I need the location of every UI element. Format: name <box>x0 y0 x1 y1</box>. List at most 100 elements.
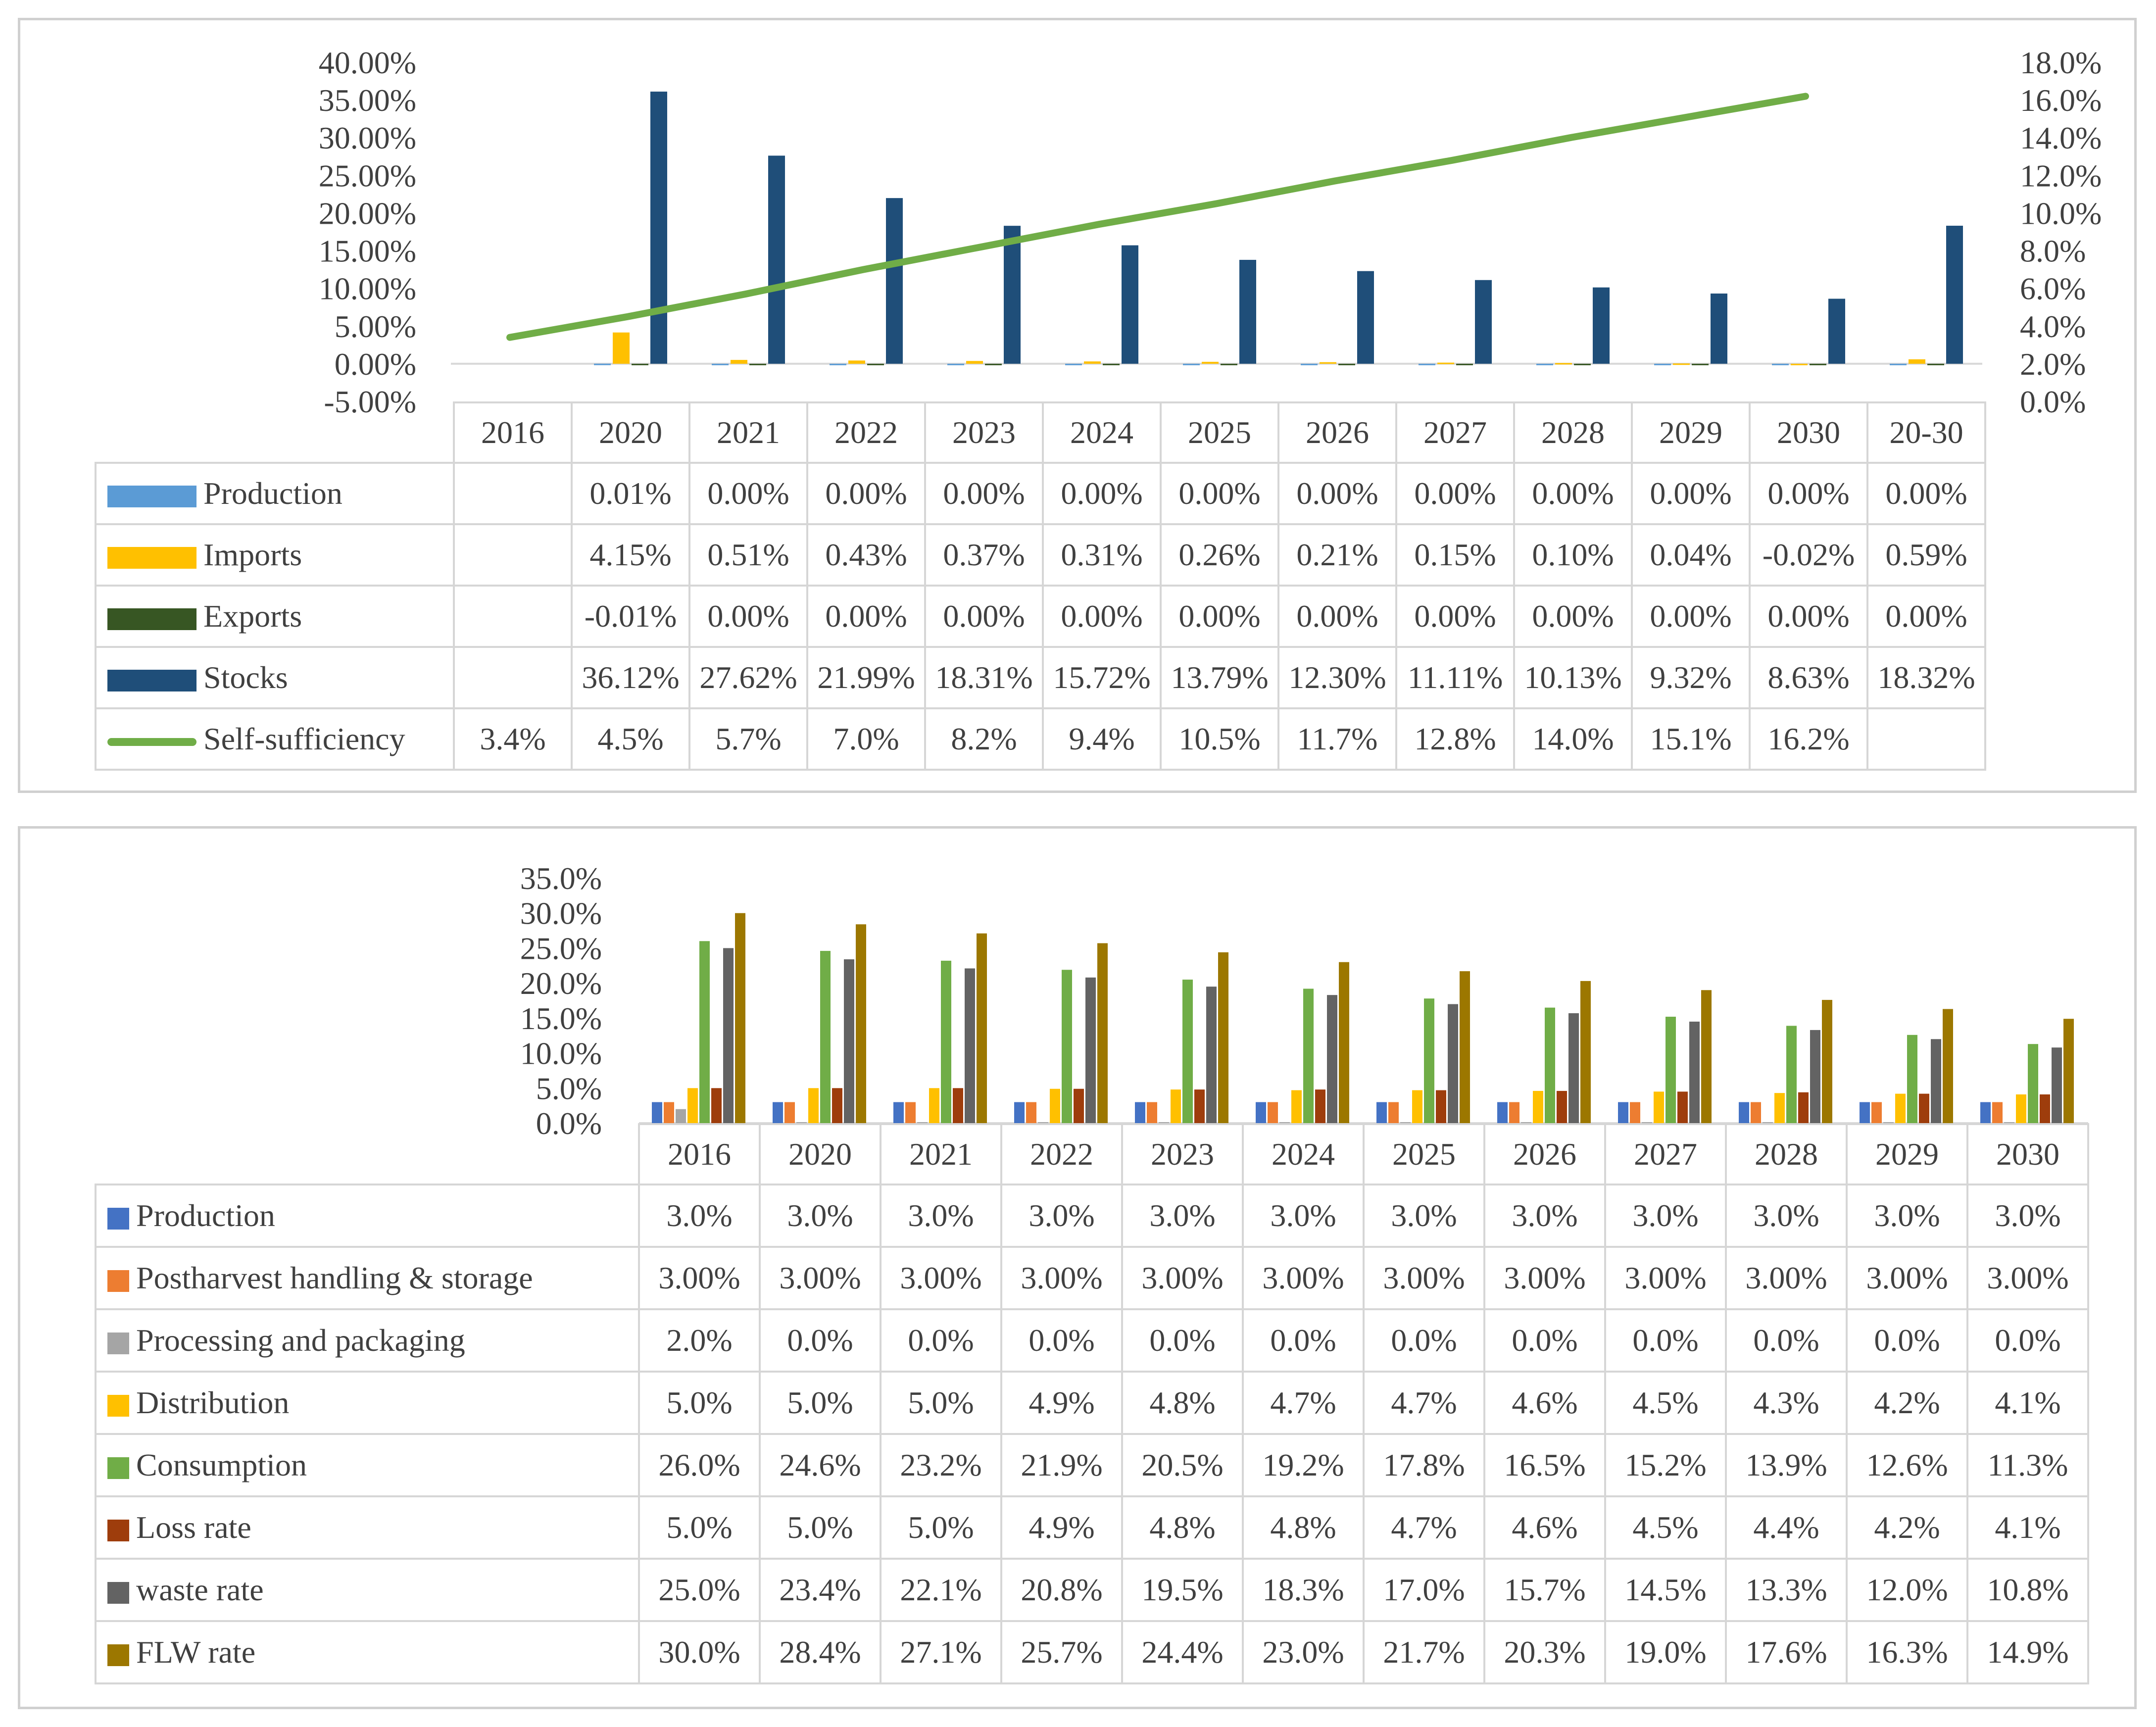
left-axis-tick-label: 15.0% <box>520 1001 602 1036</box>
legend-label: Exports <box>203 598 302 634</box>
data-label: 4.8% <box>1242 1495 1365 1560</box>
data-label: 0.21% <box>1277 523 1397 587</box>
data-label: 3.0% <box>1725 1184 1848 1248</box>
data-label <box>453 523 573 587</box>
bar-flw-rate <box>1460 971 1470 1123</box>
left-axis-tick-label: 25.0% <box>520 931 602 966</box>
legend-label: Processing and packaging <box>136 1323 465 1358</box>
legend-key <box>107 670 196 692</box>
left-axis-tick-label: 30.00% <box>319 120 416 155</box>
data-label: 13.3% <box>1725 1558 1848 1622</box>
bar-production <box>1890 363 1907 365</box>
bar-production <box>1739 1102 1749 1123</box>
data-label: 4.9% <box>1000 1495 1123 1560</box>
bar-production <box>1980 1102 1991 1123</box>
data-label: 4.7% <box>1363 1371 1485 1435</box>
data-label: 21.99% <box>806 646 926 709</box>
bar-production <box>1860 1102 1870 1123</box>
data-label: 0.0% <box>1000 1308 1123 1373</box>
data-label: 10.8% <box>1966 1558 2089 1622</box>
data-label: 10.13% <box>1513 646 1633 709</box>
column-header: 2022 <box>1000 1123 1123 1185</box>
data-label: 25.0% <box>638 1558 761 1622</box>
bar-waste-rate <box>844 959 854 1123</box>
bar-exports <box>749 363 766 365</box>
bar-stocks <box>650 92 667 364</box>
left-axis-tick-label: 25.00% <box>319 158 416 193</box>
data-label: 20.3% <box>1483 1620 1606 1684</box>
bar-production <box>1654 363 1671 365</box>
data-label: 0.00% <box>1749 462 1868 525</box>
data-label: 4.3% <box>1725 1371 1848 1435</box>
bar-loss-rate <box>1798 1092 1809 1123</box>
bar-flw-rate <box>735 913 745 1123</box>
column-header: 2027 <box>1395 401 1515 464</box>
data-label: 4.4% <box>1725 1495 1848 1560</box>
data-label: 13.9% <box>1725 1433 1848 1497</box>
data-label: 21.9% <box>1000 1433 1123 1497</box>
column-header: 2028 <box>1725 1123 1848 1185</box>
bar-loss-rate <box>832 1088 842 1123</box>
table-row: Production 0.01% 0.00% 0.00% 0.00% 0.00% 0.00%… <box>95 462 1986 525</box>
bar-production <box>1536 363 1553 365</box>
bar-flw-rate <box>2063 1019 2074 1123</box>
data-label: 0.00% <box>1631 585 1751 648</box>
data-label: 27.62% <box>688 646 808 709</box>
bar-waste-rate <box>1085 977 1096 1123</box>
bar-distribution <box>2016 1094 2026 1123</box>
data-label: 21.7% <box>1363 1620 1485 1684</box>
bar-distribution <box>1291 1090 1302 1123</box>
data-label: 3.00% <box>1363 1246 1485 1310</box>
right-axis-tick-label: 18.0% <box>2020 45 2102 80</box>
bar-exports <box>1103 363 1120 365</box>
bar-postharvest-handling-storage <box>1388 1102 1399 1123</box>
data-label: 0.00% <box>1866 462 1986 525</box>
bottom-chart-data-table: 2016 2020 2021 2022 2023 2024 2025 2026 2027 2028… <box>95 1123 2089 1684</box>
column-header: 2021 <box>880 1123 1002 1185</box>
data-label: 0.0% <box>1725 1308 1848 1373</box>
bar-loss-rate <box>1194 1089 1205 1123</box>
data-label: 7.0% <box>806 707 926 771</box>
bar-exports <box>1338 363 1355 365</box>
legend-key <box>107 1332 129 1355</box>
table-corner <box>96 1124 640 1185</box>
bar-imports <box>966 361 983 364</box>
bar-flw-rate <box>1097 943 1108 1123</box>
right-axis-tick-label: 16.0% <box>2020 83 2102 118</box>
bar-production <box>1419 363 1435 365</box>
column-header: 20-30 <box>1866 401 1986 464</box>
bar-stocks <box>1593 287 1610 364</box>
data-label: 26.0% <box>638 1433 761 1497</box>
data-label: 0.0% <box>1604 1308 1727 1373</box>
data-label: 3.0% <box>1121 1184 1244 1248</box>
data-label: 20.8% <box>1000 1558 1123 1622</box>
legend-label: FLW rate <box>136 1634 256 1670</box>
data-label: 22.1% <box>880 1558 1002 1622</box>
bar-flw-rate <box>1943 1009 1953 1123</box>
bar-production <box>893 1102 904 1123</box>
legend-key <box>107 1520 129 1542</box>
bar-processing-and-packaging <box>796 1122 807 1123</box>
column-header: 2030 <box>1966 1123 2089 1185</box>
data-label: 3.00% <box>1966 1246 2089 1310</box>
legend-key <box>107 1208 129 1230</box>
bar-loss-rate <box>1436 1090 1446 1123</box>
bar-production <box>652 1102 662 1123</box>
bar-waste-rate <box>723 948 734 1123</box>
data-label: 8.63% <box>1749 646 1868 709</box>
data-label: 3.0% <box>1966 1184 2089 1248</box>
column-header: 2021 <box>688 401 808 464</box>
bar-production <box>1301 363 1318 365</box>
row-label: Production <box>95 462 455 525</box>
legend-key <box>107 1582 129 1604</box>
bar-stocks <box>1828 298 1845 364</box>
bar-waste-rate <box>1689 1021 1700 1123</box>
column-header: 2029 <box>1846 1123 1968 1185</box>
bar-processing-and-packaging <box>917 1122 928 1123</box>
bar-loss-rate <box>2040 1094 2050 1123</box>
line-self-sufficiency <box>506 93 1809 341</box>
bar-exports <box>632 363 648 365</box>
bar-consumption <box>699 941 710 1123</box>
column-header: 2023 <box>924 401 1044 464</box>
legend-label: Postharvest handling & storage <box>136 1260 533 1295</box>
